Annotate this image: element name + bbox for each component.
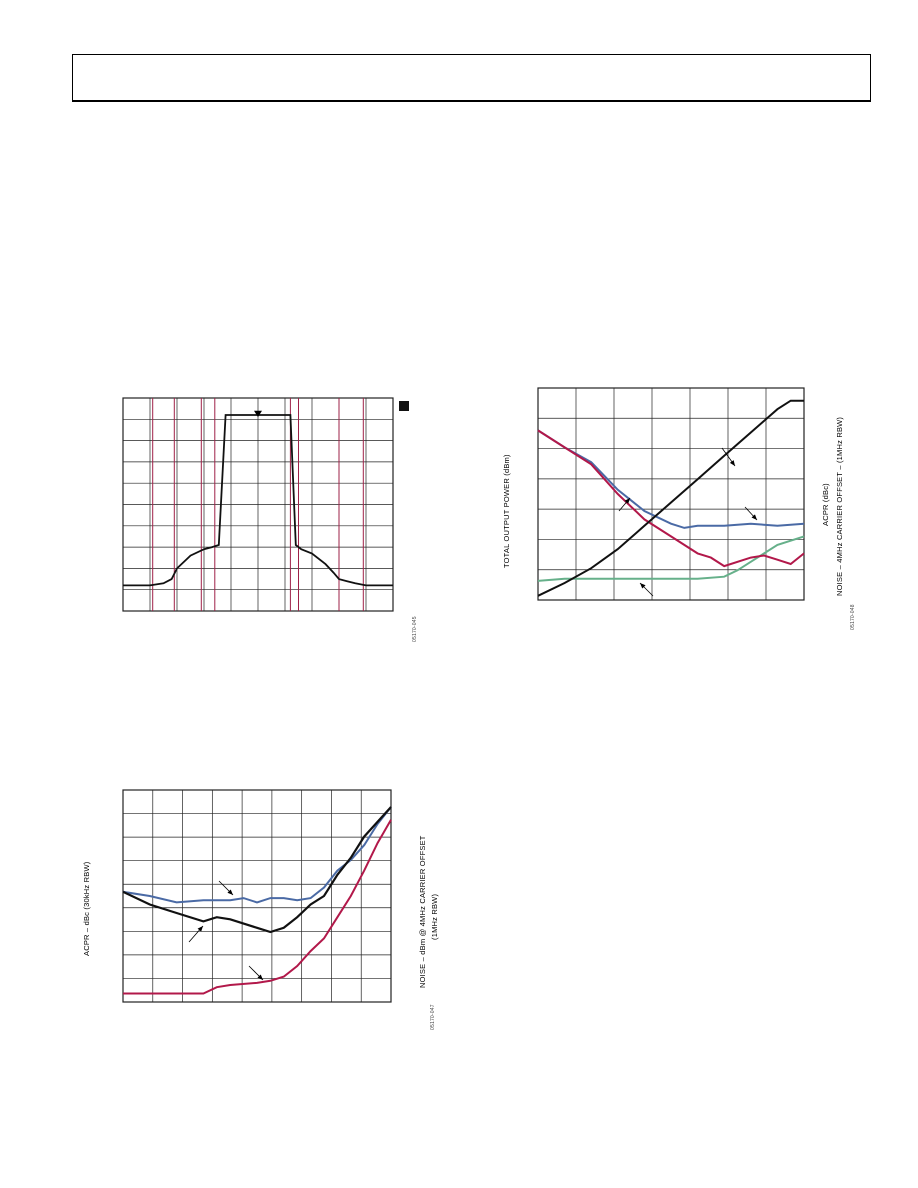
plot-frame	[537, 387, 805, 601]
noise-trace	[537, 535, 805, 582]
figure-code: 05170-047	[430, 1004, 436, 1030]
figure-code: 05170-048	[850, 604, 856, 630]
y-left-label: TOTAL OUTPUT POWER (dBm)	[502, 454, 511, 568]
annotation-arrowhead	[257, 974, 263, 980]
annotation-arrowhead	[751, 514, 757, 520]
acpr-lower-trace	[122, 806, 392, 934]
annotation-arrowhead	[227, 889, 233, 895]
figure-spectrum: 05170-045	[100, 380, 440, 642]
figure-acpr-noise: ACPR – dBc (30kHz RBW) NOISE – dBm @ 4MH…	[78, 780, 458, 1040]
annotation-arrowhead	[624, 498, 630, 504]
output-power-chart	[537, 387, 805, 601]
y-right-label-2: NOISE – 4MHz CARRIER OFFSET – (1MHz RBW)	[835, 416, 844, 596]
legend-swatch	[399, 401, 409, 411]
y-right-label-1: ACPR (dBc)	[821, 483, 830, 526]
y-right-label-2: (1MHz RBW)	[430, 893, 439, 940]
total-output-power-trace	[537, 399, 804, 597]
y-left-label: ACPR – dBc (30kHz RBW)	[82, 861, 91, 956]
figure-output-power: TOTAL OUTPUT POWER (dBm) ACPR (dBc) NOIS…	[495, 378, 875, 638]
acpr-upper-trace	[122, 806, 392, 904]
acpr-alt-trace	[537, 429, 805, 568]
spectrum-chart	[122, 397, 409, 612]
annotation-arrowhead	[640, 583, 646, 589]
figure-code: 05170-045	[412, 616, 418, 642]
y-right-label-1: NOISE – dBm @ 4MHz CARRIER OFFSET	[418, 835, 427, 988]
page-header-frame	[72, 54, 871, 102]
annotation-arrowhead	[729, 460, 735, 466]
plot-frame	[122, 789, 392, 1003]
annotation-arrowhead	[197, 926, 203, 932]
acpr-noise-chart	[122, 789, 392, 1003]
peak-marker-icon	[254, 410, 262, 418]
noise-trace	[123, 819, 392, 995]
